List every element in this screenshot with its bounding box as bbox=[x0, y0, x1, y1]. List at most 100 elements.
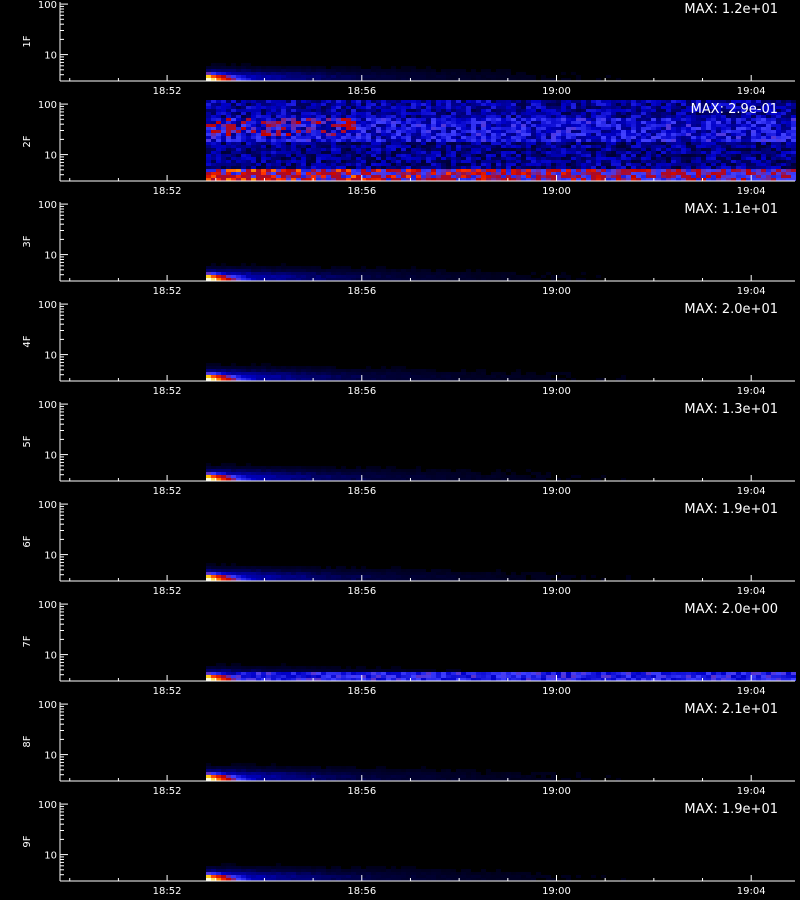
heatmap-cell bbox=[311, 163, 316, 166]
heatmap-cell bbox=[346, 100, 351, 103]
heatmap-cell bbox=[551, 275, 556, 278]
heatmap-cell bbox=[251, 366, 256, 369]
heatmap-cell bbox=[271, 160, 276, 163]
heatmap-cell bbox=[721, 175, 726, 178]
heatmap-cell bbox=[461, 157, 466, 160]
heatmap-cell bbox=[506, 169, 511, 172]
heatmap-cell bbox=[206, 160, 211, 163]
heatmap-cell bbox=[426, 575, 431, 578]
heatmap-cell bbox=[341, 166, 346, 169]
heatmap-cell bbox=[466, 269, 471, 272]
heatmap-cell bbox=[281, 142, 286, 145]
heatmap-cell bbox=[271, 103, 276, 106]
heatmap-cell bbox=[421, 160, 426, 163]
heatmap-cell bbox=[471, 575, 476, 578]
heatmap-cell bbox=[781, 175, 786, 178]
heatmap-cell bbox=[256, 121, 261, 124]
heatmap-cell bbox=[291, 78, 296, 81]
heatmap-cell bbox=[511, 130, 516, 133]
heatmap-cell bbox=[246, 369, 251, 372]
heatmap-cell bbox=[356, 369, 361, 372]
heatmap-cell bbox=[716, 100, 721, 103]
heatmap-cell bbox=[411, 112, 416, 115]
heatmap-cell bbox=[391, 148, 396, 151]
heatmap-cell bbox=[451, 115, 456, 118]
heatmap-cell bbox=[531, 127, 536, 130]
heatmap-cell bbox=[416, 109, 421, 112]
heatmap-cell bbox=[516, 78, 521, 81]
heatmap-cell bbox=[311, 172, 316, 175]
heatmap-cell bbox=[696, 151, 701, 154]
heatmap-cell bbox=[366, 115, 371, 118]
heatmap-cell bbox=[541, 375, 546, 378]
heatmap-cell bbox=[591, 145, 596, 148]
heatmap-cell bbox=[526, 163, 531, 166]
heatmap-cell bbox=[726, 118, 731, 121]
heatmap-cell bbox=[311, 133, 316, 136]
heatmap-cell bbox=[306, 575, 311, 578]
heatmap-cell bbox=[266, 369, 271, 372]
heatmap-cell bbox=[786, 106, 791, 109]
heatmap-cell bbox=[521, 148, 526, 151]
heatmap-cell bbox=[276, 478, 281, 481]
heatmap-cell bbox=[256, 378, 261, 381]
heatmap-cell bbox=[471, 178, 476, 181]
heatmap-cell bbox=[736, 151, 741, 154]
heatmap-cell bbox=[646, 160, 651, 163]
heatmap-cell bbox=[406, 169, 411, 172]
heatmap-cell bbox=[606, 109, 611, 112]
heatmap-cell bbox=[321, 469, 326, 472]
heatmap-cell bbox=[426, 472, 431, 475]
heatmap-cell bbox=[681, 121, 686, 124]
heatmap-cell bbox=[481, 139, 486, 142]
heatmap-cell bbox=[336, 100, 341, 103]
heatmap-cell bbox=[666, 124, 671, 127]
heatmap-cell bbox=[676, 139, 681, 142]
heatmap-cell bbox=[256, 112, 261, 115]
heatmap-cell bbox=[751, 163, 756, 166]
heatmap-cell bbox=[736, 136, 741, 139]
heatmap-cell bbox=[221, 121, 226, 124]
heatmap-cell bbox=[786, 160, 791, 163]
heatmap-cell bbox=[451, 136, 456, 139]
heatmap-cell bbox=[241, 172, 246, 175]
heatmap-cell bbox=[546, 157, 551, 160]
heatmap-cell bbox=[601, 578, 606, 581]
heatmap-cell bbox=[236, 157, 241, 160]
heatmap-cell bbox=[716, 172, 721, 175]
heatmap-cell bbox=[501, 133, 506, 136]
heatmap-cell bbox=[411, 375, 416, 378]
heatmap-cell bbox=[621, 115, 626, 118]
heatmap-cell bbox=[716, 109, 721, 112]
heatmap-cell bbox=[581, 130, 586, 133]
heatmap-cell bbox=[641, 103, 646, 106]
heatmap-cell bbox=[326, 109, 331, 112]
heatmap-cell bbox=[751, 136, 756, 139]
heatmap-cell bbox=[456, 475, 461, 478]
heatmap-cell bbox=[326, 130, 331, 133]
heatmap-cell bbox=[481, 275, 486, 278]
heatmap-cell bbox=[366, 466, 371, 469]
heatmap-cell bbox=[561, 121, 566, 124]
heatmap-cell bbox=[231, 139, 236, 142]
heatmap-cell bbox=[221, 103, 226, 106]
heatmap-cell bbox=[481, 478, 486, 481]
heatmap-cell bbox=[366, 148, 371, 151]
heatmap-cell bbox=[401, 172, 406, 175]
heatmap-cell bbox=[456, 151, 461, 154]
heatmap-cell bbox=[531, 136, 536, 139]
heatmap-cell bbox=[411, 142, 416, 145]
heatmap-cell bbox=[616, 175, 621, 178]
heatmap-cell bbox=[766, 133, 771, 136]
heatmap-cell bbox=[676, 106, 681, 109]
heatmap-cell bbox=[491, 133, 496, 136]
heatmap-cell bbox=[726, 139, 731, 142]
heatmap-cell bbox=[361, 106, 366, 109]
heatmap-cell bbox=[376, 378, 381, 381]
heatmap-cell bbox=[461, 469, 466, 472]
heatmap-cell bbox=[561, 166, 566, 169]
heatmap-cell bbox=[481, 572, 486, 575]
heatmap-cell bbox=[331, 172, 336, 175]
heatmap-cell bbox=[516, 127, 521, 130]
heatmap-cell bbox=[291, 472, 296, 475]
